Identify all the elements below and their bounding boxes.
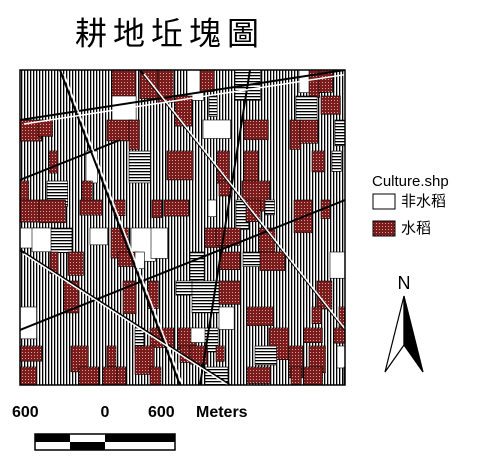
legend-label: 非水稻 <box>401 193 446 210</box>
parcel <box>304 367 323 389</box>
parcels <box>20 70 364 398</box>
parcel <box>244 151 258 182</box>
parcel <box>150 367 161 396</box>
north-arrow <box>385 296 404 372</box>
parcel <box>209 96 217 116</box>
parcel <box>243 252 262 267</box>
parcel <box>260 252 285 271</box>
scale-unit: Meters <box>196 404 248 421</box>
parcel <box>80 200 102 215</box>
parcel <box>107 346 116 367</box>
parcel <box>255 346 277 365</box>
parcel <box>32 228 53 252</box>
parcel <box>152 200 162 218</box>
map-title: 耕地坵塊圖 <box>75 15 265 53</box>
parcel <box>291 367 301 385</box>
parcel <box>219 281 240 304</box>
scale-label: 600 <box>148 404 175 421</box>
parcel <box>217 151 229 183</box>
parcel <box>129 120 139 149</box>
parcel <box>203 120 231 139</box>
parcel <box>247 307 273 326</box>
parcel <box>247 367 271 383</box>
parcel <box>135 252 144 269</box>
parcel <box>220 252 240 270</box>
parcel <box>117 367 126 390</box>
parcel <box>265 200 275 215</box>
map-layout: 耕地坵塊圖 Culture.shp 非水稻 水稻 N 600 0 600 Met… <box>0 0 504 452</box>
parcel <box>216 346 224 361</box>
parcel <box>312 307 322 324</box>
parcel <box>90 228 108 245</box>
parcel <box>335 120 352 146</box>
legend-swatch <box>373 221 395 236</box>
parcel <box>20 181 29 200</box>
parcel <box>164 200 189 216</box>
parcel <box>51 228 72 253</box>
parcel <box>321 96 340 114</box>
parcel <box>129 151 150 183</box>
parcel <box>39 200 65 223</box>
parcel <box>20 367 37 390</box>
legend-swatch <box>373 194 395 209</box>
parcel <box>38 120 53 136</box>
parcel <box>332 151 341 172</box>
parcel <box>219 307 234 329</box>
parcel <box>167 151 193 180</box>
legend-title: Culture.shp <box>372 173 449 190</box>
parcel <box>312 151 325 172</box>
parcel <box>151 228 168 258</box>
parcel <box>304 328 322 343</box>
parcel <box>337 346 364 368</box>
parcel <box>290 120 301 149</box>
parcel <box>300 120 318 143</box>
parcel <box>208 200 216 217</box>
north-label: N <box>398 273 411 293</box>
scale-label: 0 <box>101 404 110 421</box>
page: {"title": "耕地坵塊圖", "legend": {"title": "… <box>0 0 504 452</box>
parcel <box>200 70 214 92</box>
parcel <box>49 151 58 173</box>
parcel <box>330 252 356 278</box>
parcel <box>20 346 42 361</box>
parcel <box>244 120 268 140</box>
north-arrow <box>404 296 423 372</box>
parcel <box>68 252 83 275</box>
legend-label: 水稻 <box>401 220 431 237</box>
parcel <box>20 307 37 339</box>
scale-label: 600 <box>12 404 39 421</box>
scale-bar <box>35 434 175 450</box>
